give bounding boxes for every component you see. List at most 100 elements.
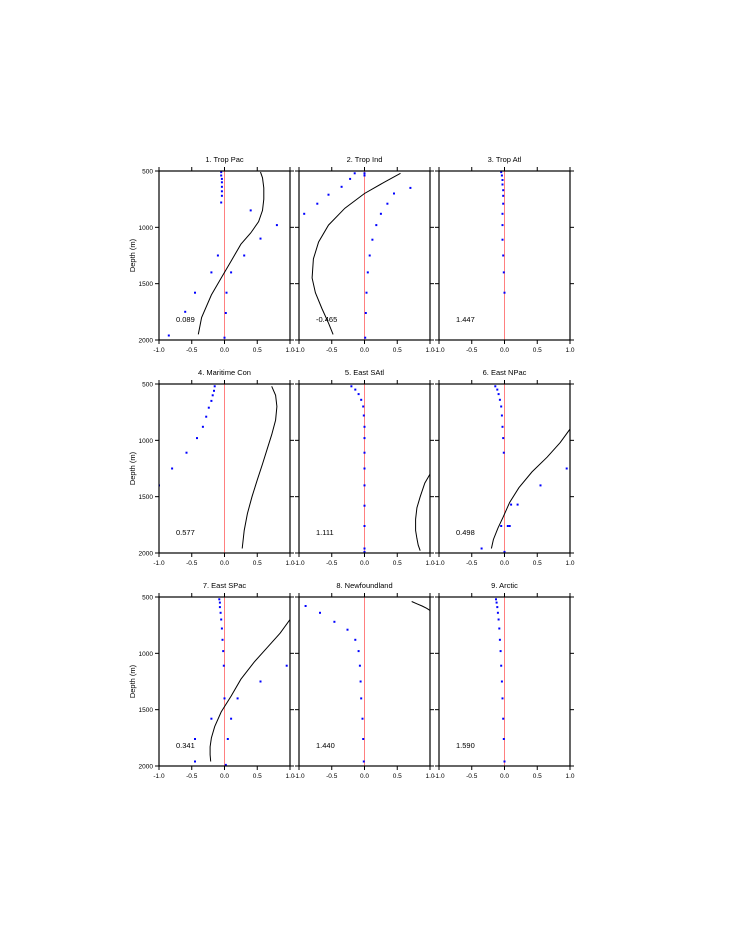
- data-point: [354, 388, 357, 391]
- profile-curve: [197, 171, 265, 335]
- x-tick-label: 0.0: [360, 347, 369, 354]
- data-point: [375, 224, 378, 227]
- data-point: [224, 312, 227, 314]
- x-tick-label: 0.0: [360, 773, 369, 780]
- data-point: [218, 598, 221, 601]
- data-point: [230, 271, 233, 274]
- profile-curve: [311, 172, 401, 335]
- x-tick-label: 0.5: [393, 773, 402, 780]
- data-point: [480, 547, 483, 550]
- x-tick-label: 0.0: [500, 773, 509, 780]
- data-point: [503, 550, 506, 553]
- panel-title: 7. East SPac: [203, 581, 247, 590]
- x-tick-label: 1.0: [425, 347, 434, 354]
- x-tick-label: 0.0: [360, 560, 369, 567]
- data-point: [502, 254, 505, 257]
- y-tick-label: 1000: [139, 438, 154, 445]
- x-tick-label: 0.5: [253, 560, 262, 567]
- panel-9: -1.0 -0.5 0.0 0.5 1.0 9. Arctic 1.590: [433, 581, 574, 780]
- data-point: [185, 451, 188, 454]
- x-tick-label: -0.5: [466, 773, 478, 780]
- x-tick-label: -1.0: [153, 773, 165, 780]
- profile-curve: [415, 473, 430, 551]
- x-tick-label: 1.0: [285, 347, 294, 354]
- data-point: [303, 212, 306, 215]
- data-point: [243, 254, 246, 257]
- x-tick-label: 0.0: [500, 347, 509, 354]
- x-tick-label: -0.5: [466, 347, 478, 354]
- data-point: [501, 697, 504, 700]
- data-point: [363, 174, 366, 177]
- y-tick-label: 2000: [139, 338, 154, 345]
- x-tick-label: -0.5: [186, 773, 198, 780]
- data-point: [220, 190, 223, 193]
- panel-title: 3. Trop Atl: [488, 155, 522, 164]
- data-point: [210, 271, 213, 274]
- x-tick-label: 0.5: [393, 347, 402, 354]
- data-point: [220, 627, 223, 630]
- data-point: [219, 611, 222, 614]
- x-tick-label: -1.0: [293, 773, 305, 780]
- panel-annotation: -0.465: [316, 315, 337, 324]
- data-point: [184, 310, 187, 313]
- data-point: [223, 697, 226, 700]
- data-point: [363, 451, 366, 454]
- data-point: [503, 760, 506, 763]
- data-point: [220, 177, 223, 180]
- x-tick-label: -1.0: [293, 560, 305, 567]
- profile-curve: [209, 619, 290, 762]
- data-point: [216, 254, 219, 257]
- data-point: [363, 525, 366, 527]
- data-point: [501, 183, 504, 186]
- data-point: [362, 738, 365, 740]
- y-tick-label: 1000: [139, 651, 154, 658]
- data-point: [498, 398, 501, 401]
- profile-curve: [411, 601, 430, 611]
- data-point: [230, 717, 233, 720]
- data-point: [354, 638, 357, 641]
- panel-annotation: 1.447: [456, 315, 475, 324]
- x-tick-label: 1.0: [425, 773, 434, 780]
- data-point: [196, 437, 198, 440]
- data-point: [222, 664, 225, 667]
- data-point: [353, 172, 356, 175]
- data-point: [497, 618, 500, 621]
- x-tick-label: 1.0: [285, 560, 294, 567]
- data-point: [502, 194, 505, 197]
- x-tick-label: -1.0: [433, 773, 445, 780]
- data-point: [363, 484, 366, 487]
- panel-title: 8. Newfoundland: [336, 581, 392, 590]
- data-point: [285, 664, 288, 667]
- data-point: [359, 680, 362, 683]
- data-point: [379, 212, 382, 215]
- data-point: [409, 186, 412, 189]
- data-point: [494, 385, 497, 388]
- data-point: [221, 638, 224, 641]
- y-axis-label: Depth (m): [128, 664, 137, 698]
- x-tick-label: 0.5: [253, 347, 262, 354]
- data-point: [364, 336, 367, 339]
- data-point: [500, 174, 503, 177]
- data-point: [508, 525, 511, 527]
- x-tick-label: 0.0: [220, 773, 229, 780]
- data-point: [502, 738, 505, 740]
- x-tick-label: -0.5: [326, 773, 338, 780]
- profile-curve: [490, 428, 570, 549]
- panel-annotation: 0.341: [176, 741, 195, 750]
- data-point: [495, 598, 497, 601]
- data-point: [220, 618, 223, 621]
- data-point: [210, 717, 213, 720]
- data-point: [357, 393, 360, 396]
- data-point: [218, 601, 221, 604]
- data-point: [350, 385, 353, 388]
- x-tick-label: -0.5: [466, 560, 478, 567]
- panel-title: 5. East SAtl: [345, 368, 385, 377]
- data-point: [502, 271, 505, 274]
- y-tick-label: 1500: [139, 494, 154, 501]
- y-tick-label: 500: [142, 382, 153, 389]
- x-tick-label: 0.0: [500, 560, 509, 567]
- data-point: [319, 611, 321, 614]
- x-tick-label: -1.0: [293, 347, 305, 354]
- panel-8: -1.0 -0.5 0.0 0.5 1.0 8. Newfoundland 1.440: [293, 581, 434, 780]
